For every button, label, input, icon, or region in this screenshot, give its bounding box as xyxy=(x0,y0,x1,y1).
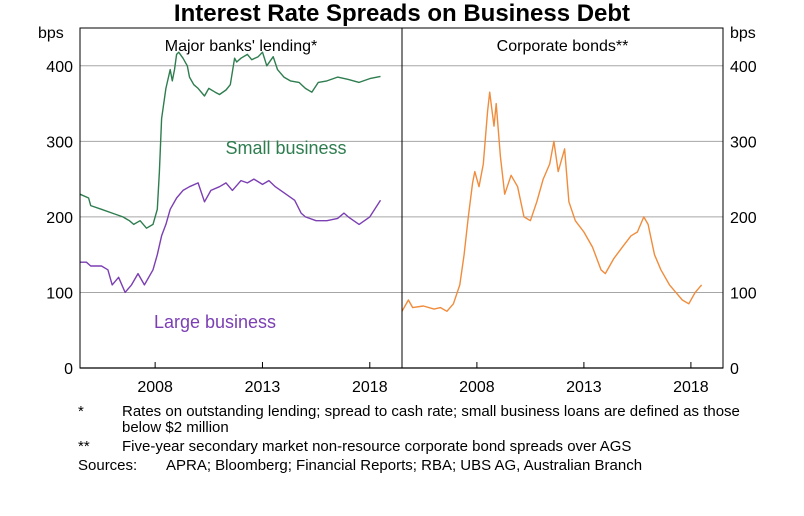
y-unit-right: bps xyxy=(730,25,756,42)
y-tick-label-right-1: 100 xyxy=(730,285,757,302)
panel-title-0: Major banks' lending* xyxy=(165,38,317,55)
y-tick-label-left-4: 400 xyxy=(46,59,73,76)
footnote-2-text: Five-year secondary market non-resource … xyxy=(122,438,632,455)
sources: Sources: APRA; Bloomberg; Financial Repo… xyxy=(78,458,778,474)
sources-label: Sources: xyxy=(78,457,138,474)
footnote-2-mark: ** xyxy=(78,438,90,455)
series-annotation-1: Large business xyxy=(154,312,276,332)
x-tick-label-p1-2: 2018 xyxy=(673,379,709,396)
x-tick-label-p0-1: 2013 xyxy=(245,379,281,396)
footnote-1-mark: * xyxy=(78,403,84,420)
series-line-p1-s0 xyxy=(401,91,703,312)
x-tick-label-p0-2: 2018 xyxy=(352,379,388,396)
series-line-p0-s0 xyxy=(79,51,381,229)
x-tick-label-p1-1: 2013 xyxy=(566,379,602,396)
y-tick-label-left-3: 300 xyxy=(46,134,73,151)
chart: Interest Rate Spreads on Business Debt 0… xyxy=(38,0,757,396)
series-lines xyxy=(79,51,703,312)
y-unit-left: bps xyxy=(38,25,64,42)
y-tick-label-right-3: 300 xyxy=(730,134,757,151)
x-tick-label-p0-0: 2008 xyxy=(137,379,173,396)
series-line-p0-s1 xyxy=(80,178,382,294)
footnote-1-text: Rates on outstanding lending; spread to … xyxy=(122,403,740,436)
y-tick-label-left-2: 200 xyxy=(46,210,73,227)
chart-title: Interest Rate Spreads on Business Debt xyxy=(174,0,630,27)
series-annotation-0: Small business xyxy=(225,138,346,158)
y-tick-label-left-1: 100 xyxy=(46,285,73,302)
y-tick-label-left-0: 0 xyxy=(64,361,73,378)
axis-labels: 0 0 100 100 200 200 300 300 400 400 2008 2013 2018 Ma… xyxy=(46,38,757,396)
x-tick-label-p1-0: 2008 xyxy=(459,379,495,396)
panel-title-1: Corporate bonds** xyxy=(497,38,629,55)
footnotes: * Rates on outstanding lending; spread t… xyxy=(78,404,778,477)
y-tick-label-right-4: 400 xyxy=(730,59,757,76)
y-tick-label-right-0: 0 xyxy=(730,361,739,378)
y-tick-label-right-2: 200 xyxy=(730,210,757,227)
sources-text: APRA; Bloomberg; Financial Reports; RBA;… xyxy=(166,457,643,474)
footnote-1: * Rates on outstanding lending; spread t… xyxy=(78,404,778,436)
footnote-2: ** Five-year secondary market non-resour… xyxy=(78,439,778,455)
plot-frame xyxy=(79,27,724,369)
